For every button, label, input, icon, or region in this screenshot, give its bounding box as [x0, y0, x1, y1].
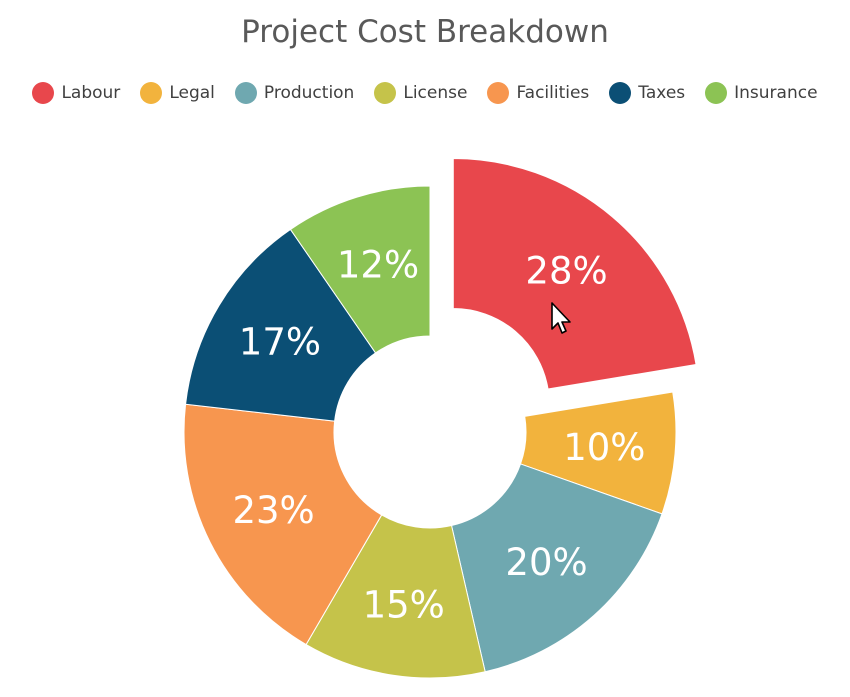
- legend-swatch: [234, 82, 257, 104]
- slice-shape[interactable]: [183, 403, 383, 646]
- legend-swatch: [140, 82, 163, 104]
- slice-insurance[interactable]: 12%: [289, 185, 431, 354]
- legend-swatch: [487, 82, 510, 104]
- slice-data-label: 20%: [505, 541, 587, 584]
- legend-label: Facilities: [516, 83, 590, 103]
- slice-shape[interactable]: [452, 158, 697, 390]
- slice-labour[interactable]: 28%: [452, 158, 697, 390]
- slice-data-label: 17%: [239, 320, 321, 363]
- legend-item-production[interactable]: Production: [234, 82, 355, 104]
- legend-label: Labour: [61, 83, 121, 103]
- legend-item-insurance[interactable]: Insurance: [705, 82, 818, 104]
- legend-label: License: [403, 83, 468, 103]
- legend-item-facilities[interactable]: Facilities: [487, 82, 589, 104]
- mouse-cursor-icon: [551, 302, 571, 334]
- legend-label: Production: [263, 83, 355, 103]
- slice-data-label: 10%: [563, 426, 645, 469]
- slice-shape[interactable]: [305, 514, 486, 679]
- legend-label: Insurance: [734, 83, 818, 103]
- legend-item-legal[interactable]: Legal: [140, 82, 215, 104]
- slice-taxes[interactable]: 17%: [185, 228, 377, 422]
- legend-item-taxes[interactable]: Taxes: [609, 82, 685, 104]
- slice-shape[interactable]: [185, 228, 377, 422]
- legend: Labour Legal Production License Facilities Ta…: [0, 78, 850, 108]
- slice-license[interactable]: 15%: [305, 514, 486, 679]
- slice-data-label: 28%: [525, 250, 607, 293]
- legend-item-license[interactable]: License: [374, 82, 467, 104]
- legend-swatch: [32, 82, 55, 104]
- slice-data-label: 23%: [232, 489, 314, 532]
- legend-swatch: [705, 82, 728, 104]
- legend-swatch: [609, 82, 632, 104]
- slice-facilities[interactable]: 23%: [183, 403, 383, 646]
- chart-title: Project Cost Breakdown: [241, 14, 609, 50]
- legend-item-labour[interactable]: Labour: [32, 82, 120, 104]
- legend-swatch: [374, 82, 397, 104]
- slice-shape[interactable]: [289, 185, 431, 354]
- slice-data-label: 15%: [363, 584, 445, 627]
- legend-label: Legal: [169, 83, 215, 103]
- slice-shape[interactable]: [450, 463, 663, 673]
- slice-production[interactable]: 20%: [450, 463, 663, 673]
- slice-data-label: 12%: [337, 243, 419, 286]
- legend-label: Taxes: [638, 83, 686, 103]
